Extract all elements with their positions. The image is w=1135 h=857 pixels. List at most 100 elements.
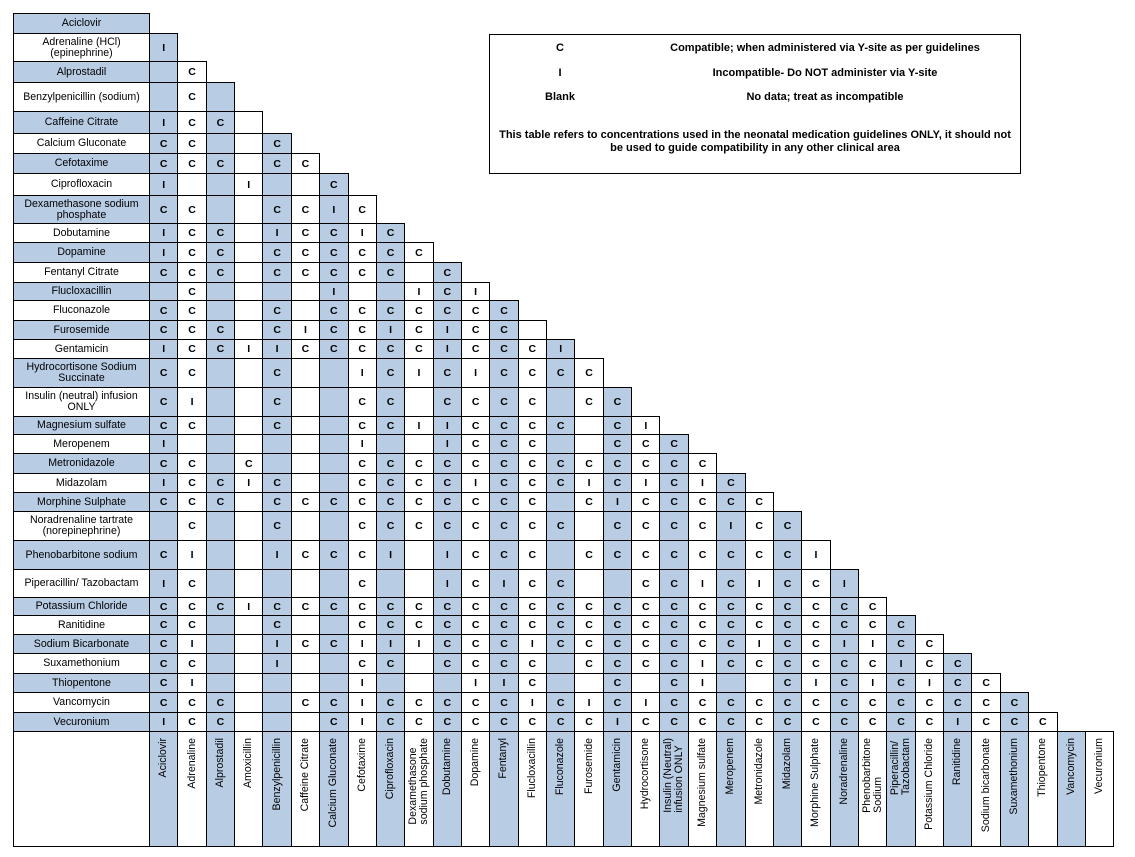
compat-cell: [234, 692, 264, 713]
compat-cell: I: [149, 339, 179, 359]
compat-cell: C: [347, 473, 377, 493]
compat-cell: C: [602, 387, 633, 417]
compat-cell: [404, 569, 434, 598]
compat-cell: [375, 569, 406, 598]
compat-cell: I: [149, 712, 179, 732]
row-label: Furosemide: [13, 320, 150, 340]
compat-cell: C: [659, 434, 689, 454]
compat-cell: [290, 300, 321, 321]
compat-cell: C: [574, 712, 604, 732]
compat-cell: C: [943, 692, 973, 713]
compat-cell: C: [347, 511, 377, 541]
compat-cell: I: [574, 692, 604, 713]
column-label-text: Benzylpenicillin: [270, 738, 283, 811]
compat-cell: [205, 416, 236, 435]
row-label: Vecuronium: [13, 712, 150, 732]
compat-cell: I: [404, 358, 434, 388]
compat-cell: C: [177, 61, 207, 83]
row-label: Insulin (neutral) infusion ONLY: [13, 387, 150, 417]
column-label: Fluconazole: [546, 731, 576, 847]
compat-cell: C: [886, 692, 916, 713]
compat-cell: [262, 673, 292, 693]
legend-code: Blank: [545, 91, 575, 103]
compat-cell: C: [177, 111, 207, 134]
compat-cell: C: [149, 416, 179, 435]
column-label-text: Vancomycin: [1064, 738, 1077, 795]
compat-cell: [234, 242, 264, 263]
row-label: Vancomycin: [13, 692, 150, 713]
compat-cell: C: [602, 653, 633, 674]
compat-cell: C: [602, 540, 633, 570]
compat-cell: C: [149, 634, 179, 654]
compat-cell: C: [602, 692, 633, 713]
compat-cell: C: [319, 223, 349, 243]
column-label-text: Hydrocortisone: [639, 738, 652, 810]
legend-text: Compatible; when administered via Y-site…: [670, 42, 980, 54]
compat-cell: C: [914, 653, 945, 674]
compat-cell: I: [149, 173, 179, 196]
compat-cell: C: [149, 540, 179, 570]
column-label-text: Dexamethasone sodium phosphate: [406, 738, 430, 825]
compat-cell: C: [687, 597, 718, 616]
column-label: Sodium bicarbonate: [971, 731, 1001, 847]
compat-cell: I: [432, 416, 462, 435]
compat-cell: C: [177, 262, 207, 283]
compat-cell: C: [460, 615, 491, 635]
compat-cell: [234, 416, 264, 435]
row-label: Fluconazole: [13, 300, 150, 321]
compat-cell: [262, 453, 292, 474]
compat-cell: C: [149, 153, 179, 174]
compat-cell: I: [177, 634, 207, 654]
compat-cell: C: [404, 300, 434, 321]
compat-cell: [205, 282, 236, 301]
compat-cell: C: [149, 262, 179, 283]
compat-cell: C: [801, 634, 831, 654]
compat-cell: [290, 473, 321, 493]
compat-cell: C: [716, 634, 746, 654]
compat-cell: [290, 569, 321, 598]
compat-cell: C: [375, 339, 406, 359]
compat-cell: C: [886, 712, 916, 732]
compat-cell: [290, 615, 321, 635]
compat-cell: C: [659, 615, 689, 635]
compat-cell: [234, 387, 264, 417]
compat-cell: C: [177, 511, 207, 541]
compat-cell: C: [177, 492, 207, 512]
compat-cell: C: [829, 653, 859, 674]
compat-cell: I: [432, 569, 462, 598]
compat-cell: [234, 358, 264, 388]
compat-cell: C: [744, 492, 774, 512]
column-label-text: Piperacillin/ Tazobactam: [889, 738, 913, 796]
compat-cell: [205, 434, 236, 454]
compat-cell: C: [687, 511, 718, 541]
compat-cell: C: [290, 262, 321, 283]
compat-cell: C: [375, 597, 406, 616]
compat-cell: I: [631, 692, 661, 713]
compat-cell: C: [149, 320, 179, 340]
compat-cell: C: [205, 692, 236, 713]
compat-cell: C: [687, 712, 718, 732]
compat-cell: C: [319, 634, 349, 654]
compat-cell: I: [149, 434, 179, 454]
compat-cell: C: [602, 434, 633, 454]
compat-cell: [234, 634, 264, 654]
compat-cell: [234, 615, 264, 635]
compat-cell: C: [489, 634, 519, 654]
compat-cell: I: [177, 673, 207, 693]
compat-cell: I: [347, 223, 377, 243]
column-label-text: Dobutamine: [440, 738, 453, 796]
compat-cell: C: [347, 615, 377, 635]
compat-cell: [205, 387, 236, 417]
compat-cell: C: [517, 615, 548, 635]
column-label: Adrenaline: [177, 731, 207, 847]
compat-cell: I: [234, 173, 264, 196]
column-label: Magnesium sulfate: [687, 731, 718, 847]
compat-cell: C: [347, 569, 377, 598]
compat-cell: C: [772, 673, 803, 693]
compat-cell: [234, 223, 264, 243]
compat-cell: C: [460, 511, 491, 541]
compat-cell: C: [177, 416, 207, 435]
compat-cell: C: [602, 634, 633, 654]
compat-cell: C: [375, 511, 406, 541]
compat-cell: [149, 82, 179, 112]
